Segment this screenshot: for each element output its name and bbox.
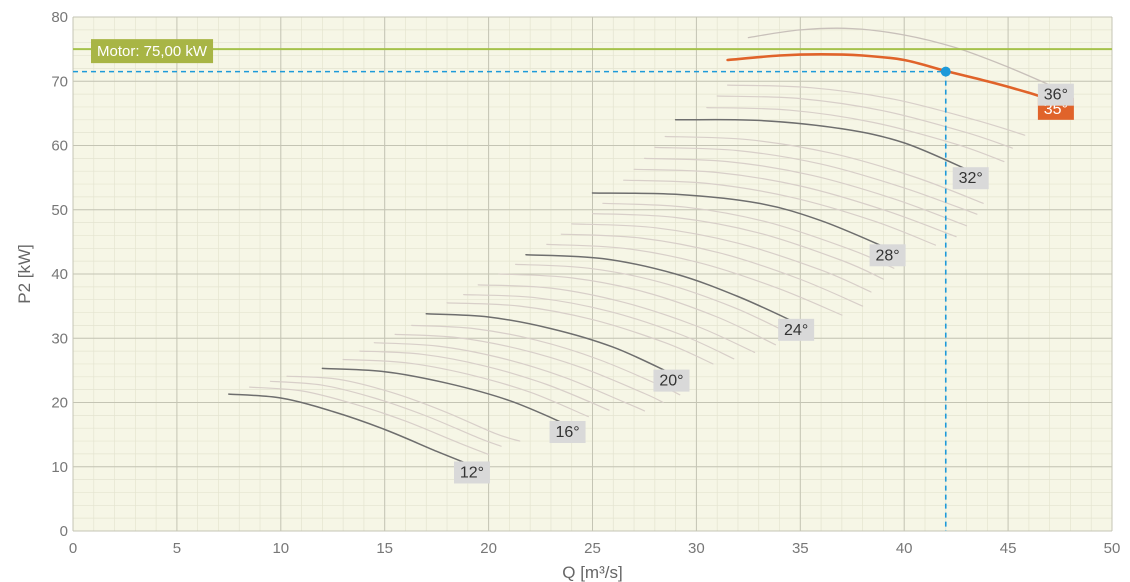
x-tick-label: 0: [69, 540, 77, 557]
x-tick-label: 30: [688, 540, 705, 557]
series-label-text: 20°: [659, 373, 683, 390]
y-tick-label: 50: [51, 202, 68, 219]
y-tick-label: 80: [51, 9, 68, 26]
series-label-text: 24°: [784, 322, 808, 339]
series-label-20: 20°: [653, 370, 689, 392]
y-axis-ticks: 0 10 20 30 40 50 60 70 80: [51, 9, 68, 540]
y-tick-label: 20: [51, 395, 68, 412]
x-tick-label: 50: [1104, 540, 1121, 557]
series-label-16: 16°: [550, 421, 586, 443]
x-tick-label: 20: [480, 540, 497, 557]
series-label-28: 28°: [870, 244, 906, 266]
series-label-12: 12°: [454, 461, 490, 483]
x-tick-label: 45: [1000, 540, 1017, 557]
series-label-36: 36°: [1038, 84, 1074, 106]
series-label-text: 36°: [1044, 87, 1068, 104]
x-tick-label: 10: [272, 540, 289, 557]
y-tick-label: 30: [51, 330, 68, 347]
series-label-24: 24°: [778, 319, 814, 341]
series-label-text: 32°: [959, 170, 983, 187]
x-axis-label: Q [m³/s]: [562, 563, 622, 582]
x-tick-label: 15: [376, 540, 393, 557]
x-tick-label: 40: [896, 540, 913, 557]
x-tick-label: 35: [792, 540, 809, 557]
y-tick-label: 10: [51, 459, 68, 476]
series-label-text: 28°: [875, 247, 899, 264]
x-tick-label: 25: [584, 540, 601, 557]
series-label-32: 32°: [953, 167, 989, 189]
y-tick-label: 60: [51, 138, 68, 155]
y-axis-label: P2 [kW]: [15, 244, 34, 304]
y-tick-label: 0: [60, 523, 68, 540]
series-label-text: 12°: [460, 464, 484, 481]
series-label-text: 16°: [555, 424, 579, 441]
x-tick-label: 5: [173, 540, 181, 557]
operating-point-marker[interactable]: [941, 67, 951, 77]
x-axis-ticks: 0 5 10 15 20 25 30 35 40 45 50: [69, 540, 1121, 557]
y-tick-label: 70: [51, 73, 68, 90]
motor-label: Motor: 75,00 kW: [97, 43, 208, 60]
y-tick-label: 40: [51, 266, 68, 283]
